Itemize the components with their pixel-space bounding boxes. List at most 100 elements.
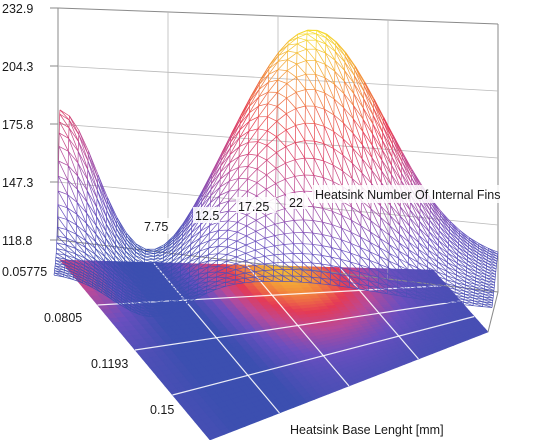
mesh-line [437, 261, 448, 268]
mesh-line [359, 278, 369, 281]
mesh-line [307, 29, 317, 31]
mesh-line [219, 180, 230, 188]
floor-projection [59, 259, 489, 440]
mesh-line [408, 263, 418, 269]
mesh-line [436, 271, 447, 276]
mesh-line [296, 89, 306, 93]
mesh-line [416, 294, 426, 298]
mesh-line [343, 107, 354, 120]
mesh-line [418, 242, 429, 257]
mesh-line [256, 188, 267, 197]
mesh-line [463, 301, 474, 304]
mesh-line [77, 189, 88, 203]
x-tick-label: 7.75 [144, 220, 168, 234]
mesh-line [399, 225, 410, 243]
mesh-line [313, 175, 324, 178]
mesh-line [287, 52, 298, 60]
mesh-line [247, 190, 257, 197]
mesh-line [427, 261, 438, 268]
mesh-line [314, 140, 324, 144]
y-axis-title: Heatsink Base Lenght [mm] [290, 423, 444, 437]
mesh-line [406, 289, 417, 292]
mesh-line [343, 122, 354, 134]
mesh-line [283, 233, 294, 244]
mesh-line [73, 274, 84, 279]
mesh-line [256, 182, 267, 190]
mesh-line [257, 168, 267, 176]
mesh-line [415, 298, 426, 301]
mesh-line [267, 116, 277, 122]
mesh-line [409, 234, 419, 250]
mesh-line [285, 175, 295, 180]
mesh-line [362, 131, 373, 146]
mesh-line [178, 297, 188, 304]
mesh-line [76, 234, 86, 248]
mesh-line [446, 270, 457, 276]
mesh-line [427, 255, 438, 263]
mesh-line [302, 253, 313, 264]
mesh-line [207, 271, 218, 273]
mesh-line [197, 285, 208, 292]
mesh-line [406, 296, 416, 299]
mesh-line [180, 255, 191, 262]
mesh-line [454, 300, 464, 303]
mesh-line [352, 132, 363, 146]
mesh-line [159, 307, 169, 312]
mesh-line [302, 243, 313, 255]
mesh-line [285, 162, 296, 177]
mesh-line [294, 190, 305, 193]
mesh-line [187, 294, 198, 302]
mesh-line [311, 276, 321, 279]
mesh-line [398, 242, 409, 257]
mesh-line [140, 306, 151, 310]
mesh-line [247, 178, 258, 183]
mesh-line [427, 255, 438, 268]
mesh-line [144, 256, 155, 260]
mesh-line [284, 220, 295, 223]
z-tick-label: 147.3 [2, 176, 33, 190]
mesh-line [334, 59, 345, 71]
mesh-line [190, 250, 200, 257]
mesh-line [283, 244, 294, 254]
mesh-line [268, 55, 279, 66]
wireframe-surface [53, 29, 499, 317]
mesh-line [446, 271, 457, 280]
mesh-line [68, 138, 79, 152]
mesh-line [349, 281, 360, 285]
mesh-line [334, 60, 345, 82]
mesh-line [286, 83, 297, 93]
mesh-line [312, 220, 323, 235]
mesh-line [473, 302, 483, 305]
mesh-line [353, 105, 364, 120]
mesh-line [76, 214, 87, 224]
mesh-line [199, 232, 210, 239]
mesh-line [303, 219, 313, 234]
mesh-line [199, 225, 210, 239]
mesh-line [456, 267, 467, 276]
mesh-line [286, 70, 297, 78]
mesh-line [257, 128, 268, 132]
mesh-line [219, 171, 230, 188]
mesh-line [368, 290, 378, 293]
mesh-line [320, 277, 331, 280]
mesh-line [439, 225, 450, 236]
mesh-line [314, 123, 325, 144]
mesh-line [312, 243, 323, 246]
mesh-line [78, 130, 89, 155]
mesh-line [249, 105, 259, 114]
mesh-line [254, 255, 265, 259]
x-tick-label: 12.5 [195, 209, 219, 223]
mesh-line [304, 157, 315, 176]
mesh-line [295, 122, 306, 126]
mesh-line [144, 265, 154, 267]
mesh-line [303, 219, 314, 221]
mesh-line [284, 208, 295, 221]
mesh-line [325, 52, 336, 61]
mesh-line [227, 246, 237, 250]
mesh-line [277, 69, 288, 71]
mesh-line [302, 261, 312, 264]
mesh-line [296, 77, 306, 90]
mesh-line [306, 48, 316, 61]
mesh-line [139, 311, 150, 315]
mesh-line [274, 233, 285, 236]
